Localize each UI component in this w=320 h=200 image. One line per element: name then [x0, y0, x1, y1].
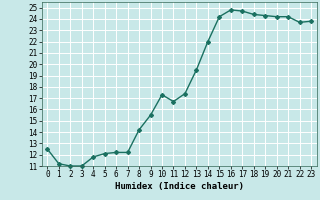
X-axis label: Humidex (Indice chaleur): Humidex (Indice chaleur) — [115, 182, 244, 191]
